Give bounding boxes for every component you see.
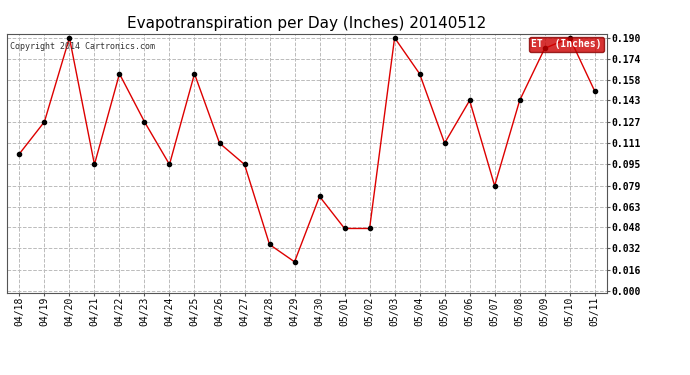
Legend: ET  (Inches): ET (Inches): [529, 37, 604, 51]
Text: Copyright 2014 Cartronics.com: Copyright 2014 Cartronics.com: [10, 42, 155, 51]
Title: Evapotranspiration per Day (Inches) 20140512: Evapotranspiration per Day (Inches) 2014…: [128, 16, 486, 31]
